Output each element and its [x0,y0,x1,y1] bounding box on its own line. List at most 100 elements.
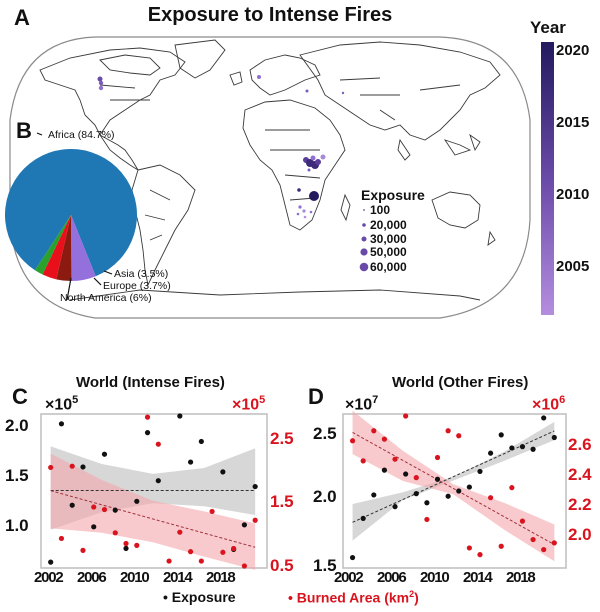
europe-leader-line [93,277,102,286]
panel-c-xtick-2014: 2014 [163,569,193,586]
fire-point [298,205,302,209]
panel-c-burned-area-point [144,414,151,420]
fire-point [98,85,104,91]
colorbar-tick-2015: 2015 [556,114,590,131]
panel-d-burned-area-point [403,413,409,419]
panel-d-title: World (Other Fires) [392,374,529,391]
year-colorbar [541,42,554,315]
fire-point [315,159,321,165]
panel-d-y2tick-2.6: 2.6 [568,435,592,454]
north-america-leader-line [66,277,72,300]
panel-d-burned-area-point [392,456,398,462]
fire-point [257,75,261,79]
panel-c-burned-area-confidence-band [50,453,256,570]
panel-c-burned-area-point [123,540,129,547]
panel-d-left-multiplier: ×107 [345,394,379,414]
fire-point [98,80,104,86]
panel-c-y2tick-0.5: 0.5 [270,556,294,575]
panel-c-left-multiplier: ×105 [45,394,79,414]
panel-d-exposure-point [424,500,430,506]
panel-d-letter: D [308,384,324,409]
panel-c-burned-area-trend-line [50,490,256,548]
legend-burned-area-superscript: 2 [409,589,415,599]
panel-c-burned-area-point [220,549,226,555]
panel-d-exposure-point [381,467,388,473]
panel-d-ytick-1.5: 1.5 [313,556,337,575]
fire-point [305,89,309,93]
panel-d-burned-area-trend-line [352,431,555,546]
panel-d-burned-area-point [349,438,356,444]
panel-d-xtick-2006: 2006 [377,569,407,586]
panel-c-burned-area-point [177,529,183,535]
panel-d-exposure-point [551,434,557,441]
panel-d-burned-area-point [424,516,430,523]
panel-d-exposure-point [371,492,377,498]
legend-exposure-label: Exposure [171,589,236,605]
panel-c-exposure-point [123,545,129,551]
size-legend-marker-30000 [361,236,367,242]
panel-c-letter: C [12,384,28,409]
panel-d-burned-area-point [434,454,441,461]
panel-c-xtick-2018: 2018 [206,569,236,586]
panel-c-exposure-point [91,524,97,530]
panel-c-exposure-point [241,522,247,528]
panel-d-xtick-2002: 2002 [334,569,364,586]
size-legend-30000: 30,000 [370,232,407,246]
fire-point [307,168,311,172]
panel-c-exposure-point [177,413,183,419]
panel-d-y2tick-2.2: 2.2 [568,495,592,514]
panel-c-plot [40,413,268,570]
panel-c-burned-area-point [198,558,204,564]
pie-slice-europe [56,215,72,281]
panel-d-burned-area-point [541,546,547,553]
panel-d-exposure-point [434,476,441,482]
fire-point [309,210,313,214]
panel-d-right-multiplier: ×106 [532,394,566,414]
panel-c-xtick-2002: 2002 [34,569,64,586]
fire-point [97,76,103,82]
panel-d-exposure-point [360,515,366,522]
panel-d-burned-area-point [413,475,419,481]
panel-c-burned-area-point [209,508,215,515]
panel-d-plot [342,410,567,569]
colorbar-tick-2005: 2005 [556,258,590,275]
panel-c-y2tick-1.5: 1.5 [270,492,294,511]
panel-c-burned-area-point [231,545,237,552]
panel-d-exposure-point [541,415,547,421]
panel-c-burned-area-point [80,547,86,554]
panel-d-burned-area-point [519,518,526,524]
panel-c-ytick-2.0: 2.0 [5,416,29,435]
africa-leader-line [36,132,43,136]
panel-b-letter: B [16,118,32,143]
panel-c-exposure-point [48,559,54,565]
panel-c-burned-area-point [252,517,258,523]
panel-c-ytick-1.5: 1.5 [5,466,29,485]
pie-slice-north-america [71,215,96,281]
panel-d-exposure-point [530,446,536,452]
legend-burned-area-marker: • [288,589,293,606]
panel-a-letter: A [14,5,30,30]
panel-d-burned-area-point [551,540,557,546]
panel-d-exposure-point [466,484,472,490]
colorbar-title: Year [530,18,566,37]
size-legend-60000: 60,000 [370,260,407,274]
legend-burned-area-close: ) [414,589,419,606]
panel-d-burned-area-point [530,536,536,543]
size-legend-marker-20000 [362,223,366,227]
size-legend-marker-50000 [360,248,368,256]
panel-d-exposure-point [519,444,526,450]
panel-c-burned-area-point [241,563,247,569]
panel-d-xtick-2010: 2010 [420,569,450,586]
panel-c-exposure-point [69,502,75,508]
panel-d-exposure-point [445,493,451,499]
legend-burned-area-label: Burned Area (km [296,589,410,606]
panel-c-exposure-point [198,438,204,445]
panel-d-burned-area-point [456,433,462,439]
panel-c-burned-area-point [187,549,194,555]
pie-slice-other [34,215,71,275]
panel-c-xtick-2010: 2010 [120,569,150,586]
panel-c-exposure-point [187,459,194,465]
panel-c-exposure-point [220,469,226,475]
panel-d-exposure-point [488,450,494,456]
fire-point [341,91,345,95]
